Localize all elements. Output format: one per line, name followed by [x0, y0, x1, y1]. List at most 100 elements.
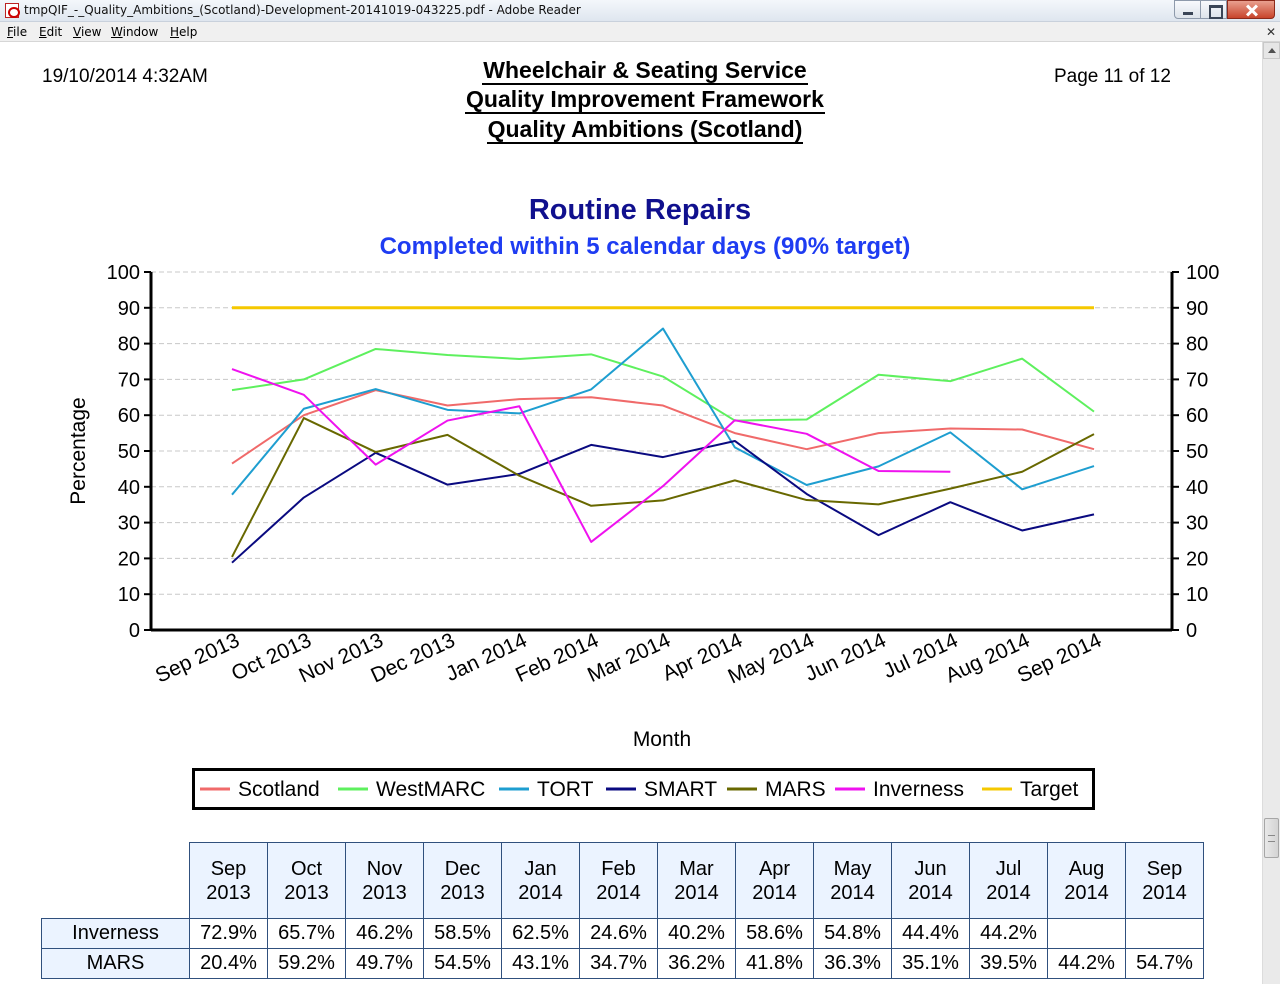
x-tick-label: Mar 2014 [584, 629, 674, 687]
scroll-up-arrow-icon[interactable] [1263, 42, 1280, 59]
table-cell: 54.8% [813, 918, 892, 949]
y-tick-label-right: 70 [1186, 369, 1208, 391]
table-cell: 36.2% [657, 948, 736, 979]
y-tick-label-right: 80 [1186, 334, 1208, 356]
column-header: Jan 2014 [501, 842, 580, 919]
column-header-text: Nov [366, 857, 403, 880]
series-line-scotland [231, 389, 1095, 465]
series-line-westmarc [231, 347, 1095, 422]
column-header: Jun 2014 [891, 842, 970, 919]
column-header: Sep 2014 [1125, 842, 1204, 919]
table-cell: 20.4% [189, 948, 268, 979]
legend-label: WestMARC [376, 778, 485, 801]
chart-subtitle: Completed within 5 calendar days (90% ta… [379, 233, 911, 260]
row-label: Inverness [41, 918, 190, 949]
menu-edit[interactable]: Edit [39, 25, 63, 39]
scroll-thumb[interactable] [1264, 818, 1279, 858]
report-title-text-3: Quality Ambitions (Scotland) [486, 116, 804, 144]
report-title-text-2: Quality Improvement Framework [465, 86, 825, 114]
table-cell [1125, 918, 1204, 949]
report-title-line-3: Quality Ambitions (Scotland) [445, 116, 845, 144]
report-title-line-2: Quality Improvement Framework [445, 86, 845, 114]
column-header-text: 2013 [440, 881, 485, 904]
table-cell: 59.2% [267, 948, 346, 979]
column-header-text: 2014 [596, 881, 641, 904]
legend-label: Target [1020, 778, 1079, 801]
legend-label: SMART [644, 778, 717, 801]
table-cell: 49.7% [345, 948, 424, 979]
y-tick-label: 0 [129, 620, 140, 642]
table-header-row: Sep 2013 Oct 2013 Nov 2013 Dec 2013 Jan 2014 Feb 20… [42, 842, 1204, 919]
column-header-text: Apr [758, 857, 791, 880]
y-tick-label: 80 [118, 334, 140, 356]
column-header-text: Jun [914, 857, 947, 880]
table-row: MARS 20.4% 59.2% 49.7% 54.5% 43.1% 34.7% 36.2% 4… [41, 948, 1204, 979]
column-header-text: Mar [679, 857, 714, 880]
column-header-text: 2014 [1064, 881, 1109, 904]
column-header: Oct 2013 [267, 842, 346, 919]
y-tick-label-right: 0 [1186, 620, 1197, 642]
y-tick-label-right: 10 [1186, 584, 1208, 606]
menu-view[interactable]: View [73, 25, 102, 39]
table-row: Inverness 72.9% 65.7% 46.2% 58.5% 62.5% 24.6% 4… [41, 918, 1204, 949]
legend-label: MARS [765, 778, 826, 801]
legend-label: Inverness [873, 778, 964, 801]
column-header: Feb 2014 [579, 842, 658, 919]
column-header: Dec 2013 [423, 842, 502, 919]
menu-help[interactable]: Help [170, 25, 198, 39]
data-table: Sep 2013 Oct 2013 Nov 2013 Dec 2013 Jan 2014 Feb 20… [41, 842, 1204, 979]
y-tick-label: 100 [107, 262, 140, 284]
x-axis-label: Month [633, 728, 691, 751]
adobe-reader-icon [5, 3, 20, 18]
series-line-tort [231, 327, 1095, 496]
column-header-text: Jul [995, 857, 1022, 880]
menu-bar: File Edit View Window Help ✕ [0, 22, 1280, 42]
column-header: May 2014 [813, 842, 892, 919]
column-header: Nov 2013 [345, 842, 424, 919]
window-title: tmpQIF_-_Quality_Ambitions_(Scotland)-De… [24, 3, 581, 17]
y-tick-label-right: 40 [1186, 477, 1208, 499]
series-line-inverness [231, 368, 951, 543]
menu-file[interactable]: File [7, 25, 28, 39]
document-close-icon[interactable]: ✕ [1266, 25, 1277, 39]
y-tick-label: 10 [118, 584, 140, 606]
column-header-text: 2014 [518, 881, 563, 904]
column-header-text: 2014 [986, 881, 1031, 904]
row-label: MARS [41, 948, 190, 979]
y-tick-label: 90 [118, 298, 140, 320]
table-cell: 39.5% [969, 948, 1048, 979]
table-cell: 62.5% [501, 918, 580, 949]
table-header: Sep 2013 Oct 2013 Nov 2013 Dec 2013 Jan 2014 Feb 20… [42, 842, 1204, 919]
column-header-text: Feb [601, 857, 636, 880]
table-cell: 36.3% [813, 948, 892, 979]
table-cell: 34.7% [579, 948, 658, 979]
title-bar: tmpQIF_-_Quality_Ambitions_(Scotland)-De… [0, 0, 1280, 22]
column-header-text: Dec [444, 857, 481, 880]
menu-window[interactable]: Window [111, 25, 159, 39]
table-cell: 40.2% [657, 918, 736, 949]
y-tick-label-right: 30 [1186, 513, 1208, 535]
report-title-line-1: Wheelchair & Seating Service [445, 57, 845, 85]
table-cell: 58.6% [735, 918, 814, 949]
y-tick-label: 20 [118, 548, 140, 570]
table-cell: 54.5% [423, 948, 502, 979]
table-cell: 43.1% [501, 948, 580, 979]
series-line-mars [231, 417, 1095, 558]
column-header-text: 2014 [830, 881, 875, 904]
close-button[interactable] [1227, 0, 1275, 19]
column-header: Sep 2013 [189, 842, 268, 919]
column-header-text: Jan [524, 857, 557, 880]
y-tick-label-right: 50 [1186, 441, 1208, 463]
table-cell [1047, 918, 1126, 949]
column-header-text: 2013 [206, 881, 251, 904]
y-tick-label: 70 [118, 369, 140, 391]
column-header: Apr 2014 [735, 842, 814, 919]
table-corner [42, 843, 190, 919]
page-number: Page 11 of 12 [1054, 66, 1171, 87]
series-line-smart [231, 439, 1095, 564]
legend-label: Scotland [238, 778, 320, 801]
vertical-scrollbar[interactable] [1262, 42, 1280, 984]
column-header-text: 2014 [674, 881, 719, 904]
column-header-text: 2013 [284, 881, 329, 904]
